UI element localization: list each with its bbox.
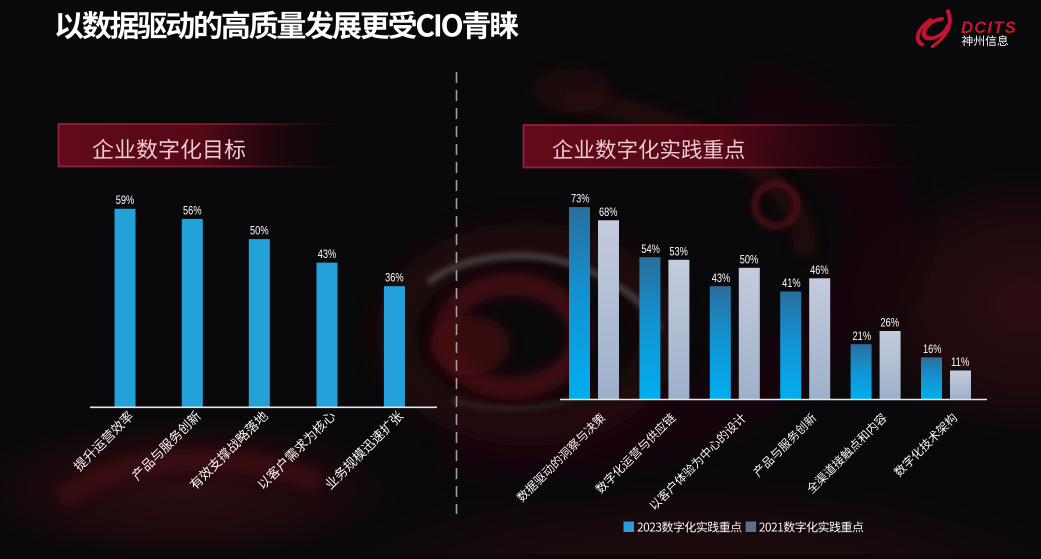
svg-text:53%: 53% [669,246,688,258]
svg-text:21%: 21% [853,331,872,343]
svg-text:36%: 36% [385,273,404,285]
svg-text:43%: 43% [318,249,337,261]
svg-text:56%: 56% [183,205,202,217]
svg-text:46%: 46% [810,265,829,277]
svg-text:43%: 43% [712,273,731,285]
svg-text:68%: 68% [599,207,618,219]
svg-text:11%: 11% [951,357,970,369]
svg-text:50%: 50% [740,254,759,266]
svg-text:59%: 59% [116,195,135,207]
svg-text:54%: 54% [641,244,660,256]
svg-text:DCITS: DCITS [961,19,1017,37]
svg-text:41%: 41% [782,278,801,290]
svg-text:26%: 26% [881,318,900,330]
svg-text:73%: 73% [571,194,590,206]
svg-text:50%: 50% [250,226,269,238]
svg-text:16%: 16% [923,344,942,356]
